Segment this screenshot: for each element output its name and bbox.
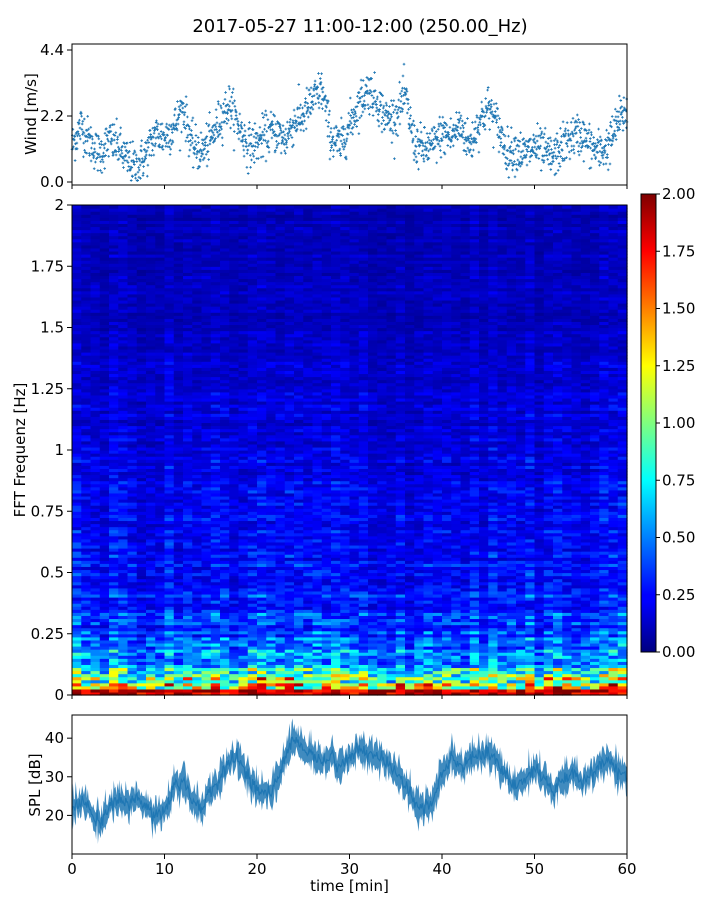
wind-panel: 0.0 2.2 4.4 Wind [m/s] (22, 41, 628, 191)
wind-y-axis-label: Wind [m/s] (22, 73, 40, 155)
spectrogram-panel: 00.250.50.7511.251.51.752 FFT Frequenz [… (11, 196, 628, 704)
wind-axes-frame (72, 44, 627, 185)
wind-y-tick-label: 0.0 (40, 173, 64, 191)
wind-y-tick-label: 2.2 (40, 107, 64, 125)
figure-title: 2017-05-27 11:00-12:00 (250.00_Hz) (192, 16, 527, 37)
wind-y-tick-label: 4.4 (40, 41, 64, 59)
wind-scatter-points (71, 63, 629, 182)
wind-points-markers (71, 63, 629, 182)
spectrogram-heatmap (72, 205, 628, 696)
wind-axis-ticks: 0.0 2.2 4.4 (40, 41, 627, 191)
